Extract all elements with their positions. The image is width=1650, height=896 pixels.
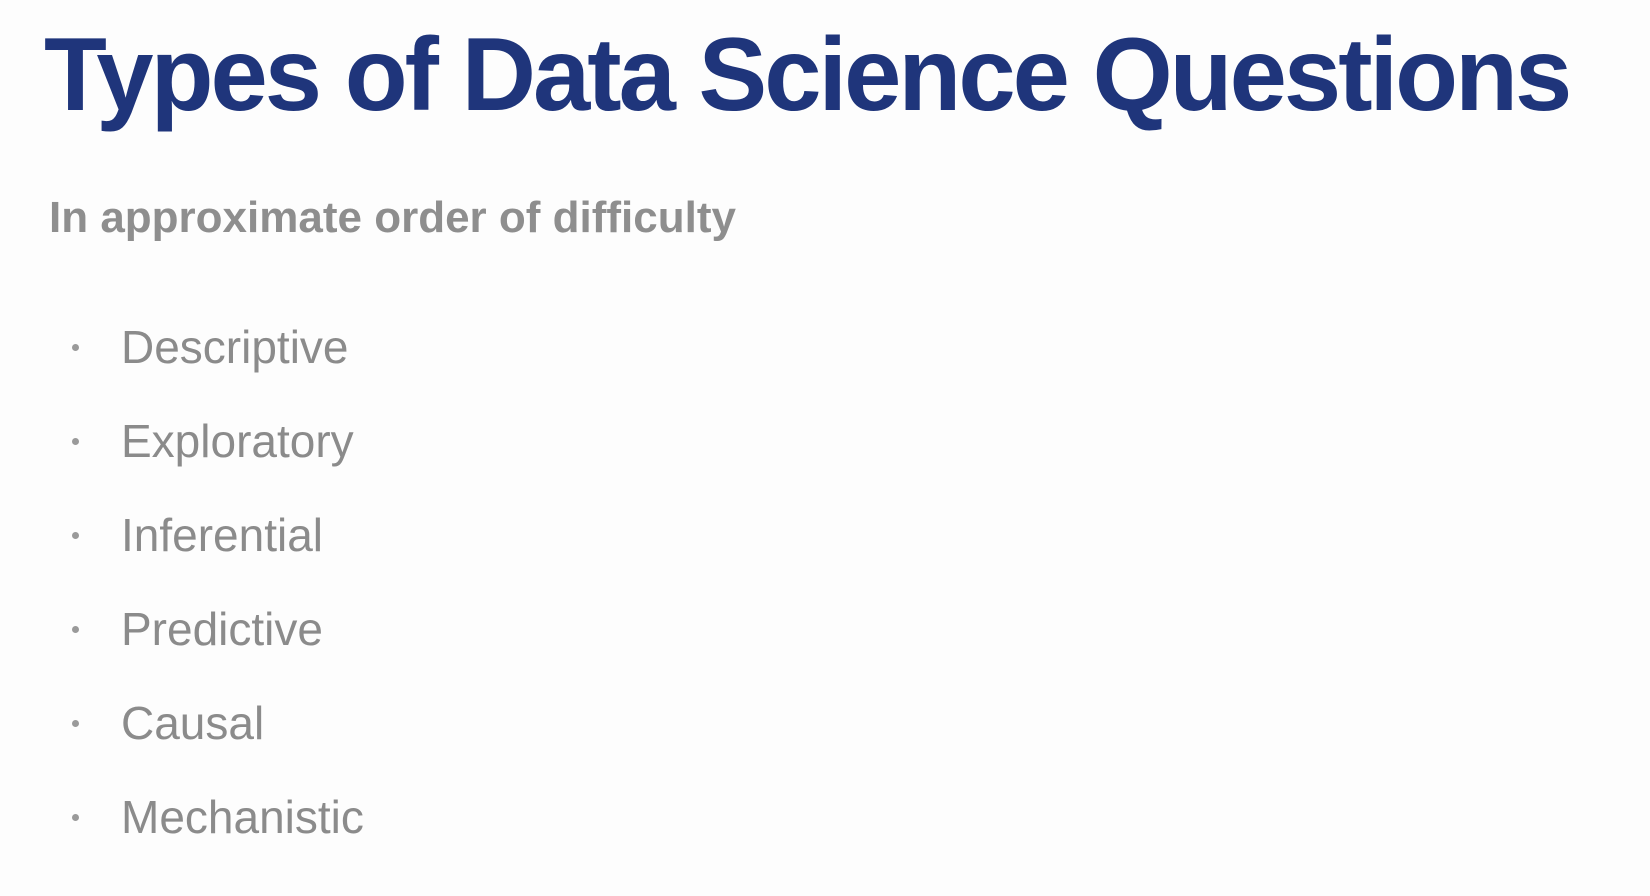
list-item-inferential: Inferential bbox=[66, 488, 364, 582]
bullet-icon bbox=[72, 531, 79, 539]
list-item-label: Inferential bbox=[121, 509, 324, 561]
list-item-descriptive: Descriptive bbox=[66, 300, 364, 394]
list-item-label: Exploratory bbox=[121, 415, 354, 467]
bullet-icon bbox=[72, 813, 79, 821]
list-item-mechanistic: Mechanistic bbox=[66, 770, 364, 864]
list-item-causal: Causal bbox=[66, 676, 364, 770]
list-item-label: Causal bbox=[121, 697, 265, 749]
slide-subtitle: In approximate order of difficulty bbox=[49, 193, 736, 242]
bullet-icon bbox=[72, 343, 79, 351]
bullet-icon bbox=[72, 625, 79, 633]
question-type-list: Descriptive Exploratory Inferential Pred… bbox=[66, 300, 364, 864]
list-item-predictive: Predictive bbox=[66, 582, 364, 676]
list-item-exploratory: Exploratory bbox=[66, 394, 364, 488]
list-item-label: Predictive bbox=[121, 603, 323, 655]
bullet-icon bbox=[72, 437, 79, 445]
list-item-label: Descriptive bbox=[121, 321, 349, 373]
list-item-label: Mechanistic bbox=[121, 791, 364, 843]
slide-title: Types of Data Science Questions bbox=[44, 17, 1572, 133]
bullet-icon bbox=[72, 719, 79, 727]
